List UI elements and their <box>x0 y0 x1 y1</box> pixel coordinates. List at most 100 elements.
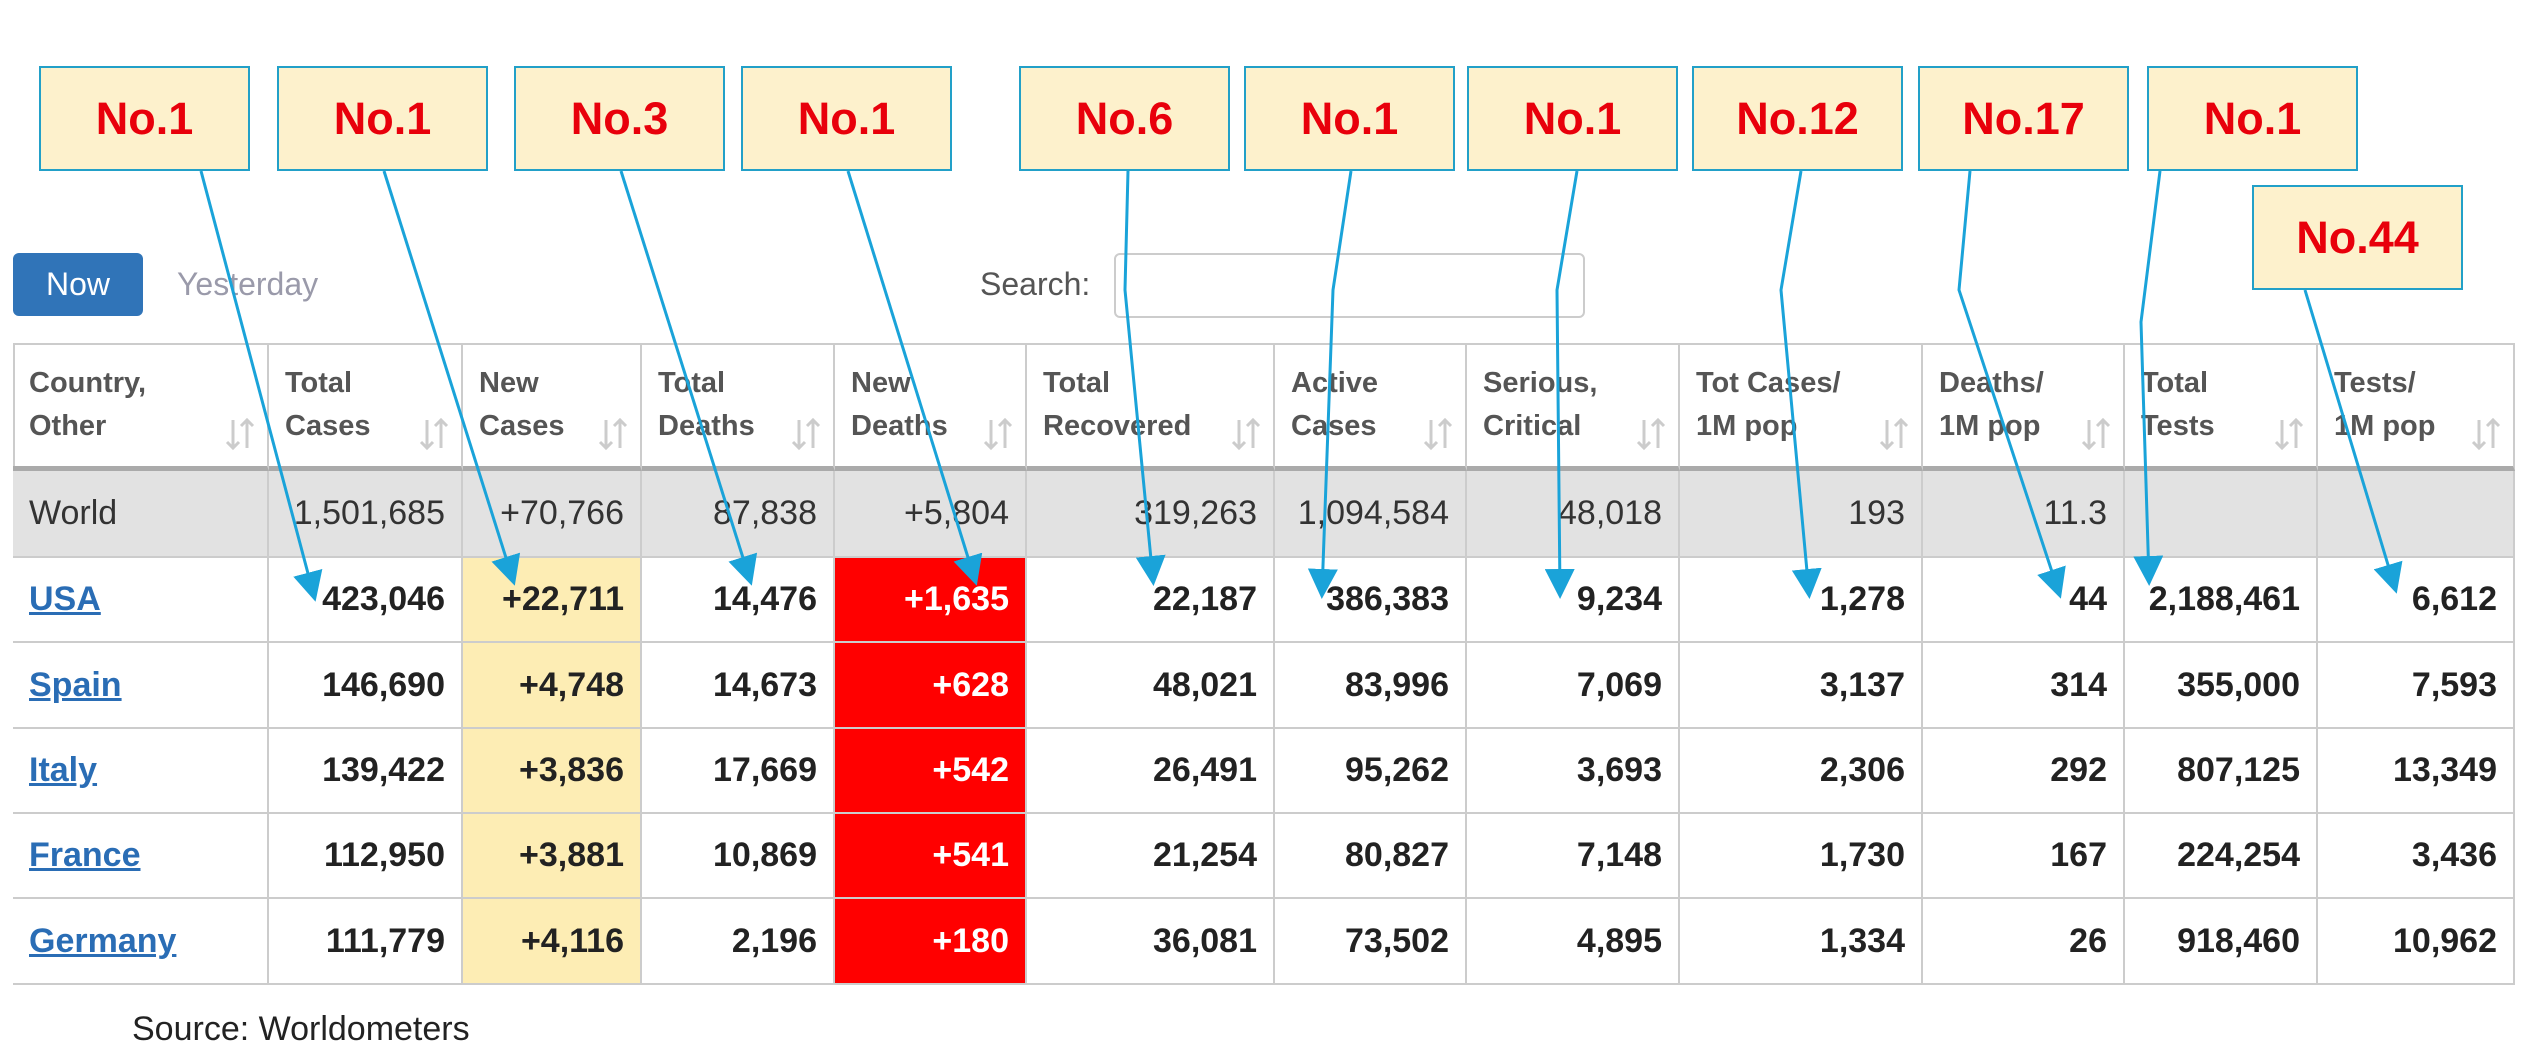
data-cell: 10,962 <box>2318 899 2515 985</box>
header-text: Total Deaths <box>658 362 755 448</box>
header-text: Total Cases <box>285 362 370 448</box>
header-text: Serious, Critical <box>1483 362 1597 448</box>
data-cell: 3,137 <box>1680 643 1923 729</box>
header-text: New Deaths <box>851 362 948 448</box>
header-line: Critical <box>1483 409 1582 442</box>
header-cell[interactable]: Deaths/1M pop <box>1923 343 2125 471</box>
cell-text: 807,125 <box>2177 751 2300 789</box>
country-link[interactable]: Spain <box>29 665 122 704</box>
data-cell: +1,635 <box>835 558 1027 643</box>
cell-text: +628 <box>932 665 1009 704</box>
data-cell: 1,334 <box>1680 899 1923 985</box>
cell-text: 14,673 <box>713 665 817 704</box>
header-line: 1M pop <box>2334 409 2436 442</box>
cell-text: 7,148 <box>1576 836 1662 874</box>
data-cell: 80,827 <box>1275 814 1467 899</box>
sort-icon[interactable] <box>419 416 449 452</box>
callout-arrow <box>2303 289 2403 594</box>
cell-text: 48,021 <box>1153 665 1257 704</box>
header-line: Country, <box>29 366 147 399</box>
cell-text: 36,081 <box>1153 921 1257 960</box>
cell-text: 10,962 <box>2393 921 2497 960</box>
sort-icon[interactable] <box>1231 416 1261 452</box>
header-text: New Cases <box>479 362 564 448</box>
cell-text: +180 <box>932 921 1009 960</box>
header-cell[interactable]: Tests/1M pop <box>2318 343 2515 471</box>
header-cell[interactable]: Total Deaths <box>642 343 835 471</box>
data-cell: +4,116 <box>463 899 642 985</box>
header-cell[interactable]: Total Tests <box>2125 343 2318 471</box>
sort-icon[interactable] <box>983 416 1013 452</box>
country-link[interactable]: Germany <box>29 921 177 960</box>
data-cell: +3,881 <box>463 814 642 899</box>
cell-text: +22,711 <box>502 580 624 618</box>
data-cell: 355,000 <box>2125 643 2318 729</box>
cell-text: 3,436 <box>2411 836 2497 874</box>
header-line: Other <box>29 409 107 442</box>
sort-icon[interactable] <box>598 416 628 452</box>
data-cell: 807,125 <box>2125 729 2318 814</box>
country-link[interactable]: France <box>29 836 141 874</box>
country-cell: Italy <box>13 729 269 814</box>
data-cell: 2,306 <box>1680 729 1923 814</box>
data-cell: 48,021 <box>1027 643 1275 729</box>
cell-text: 3,137 <box>1819 665 1905 704</box>
header-cell[interactable]: New Deaths <box>835 343 1027 471</box>
country-link[interactable]: Italy <box>29 751 98 789</box>
data-cell: +541 <box>835 814 1027 899</box>
header-cell[interactable]: Serious, Critical <box>1467 343 1680 471</box>
cell-text: 7,069 <box>1576 665 1662 704</box>
header-cell[interactable]: Total Recovered <box>1027 343 1275 471</box>
cell-text: 314 <box>2050 665 2107 704</box>
callout: No.17 <box>1918 66 2129 171</box>
cell-text: 11.3 <box>2043 494 2107 532</box>
cell-text: +70,766 <box>500 494 624 532</box>
country-cell: France <box>13 814 269 899</box>
sort-icon[interactable] <box>791 416 821 452</box>
cell-text: 26 <box>2069 921 2107 960</box>
cell-text: 193 <box>1848 494 1905 532</box>
sort-icon[interactable] <box>1879 416 1909 452</box>
cell-text: +541 <box>932 836 1009 874</box>
sort-icon[interactable] <box>2081 416 2111 452</box>
sort-icon[interactable] <box>1636 416 1666 452</box>
header-text: Tot Cases/1M pop <box>1696 362 1841 448</box>
data-cell: 4,895 <box>1467 899 1680 985</box>
tab-yesterday[interactable]: Yesterday <box>177 266 319 302</box>
callout-arrow <box>1307 170 1353 599</box>
data-cell: 26,491 <box>1027 729 1275 814</box>
data-cell: 6,612 <box>2318 558 2515 643</box>
cell-text: 9,234 <box>1576 580 1662 618</box>
header-text: Tests/1M pop <box>2334 362 2436 448</box>
data-cell: 7,593 <box>2318 643 2515 729</box>
sort-icon[interactable] <box>2471 416 2501 452</box>
callout-arrow <box>619 170 758 586</box>
callout-arrow <box>1544 170 1579 599</box>
cell-text: World <box>29 494 118 532</box>
data-cell: +180 <box>835 899 1027 985</box>
cell-text: 111,779 <box>325 921 445 960</box>
header-cell[interactable]: Total Cases <box>269 343 463 471</box>
header-cell[interactable]: Active Cases <box>1275 343 1467 471</box>
header-line: Tests <box>2141 409 2215 442</box>
country-cell: Germany <box>13 899 269 985</box>
header-cell[interactable]: Tot Cases/1M pop <box>1680 343 1923 471</box>
cell-text: 146,690 <box>322 665 445 704</box>
sort-icon[interactable] <box>1423 416 1453 452</box>
country-link[interactable]: USA <box>29 580 101 618</box>
header-cell[interactable]: Country, Other <box>13 343 269 471</box>
data-cell: +3,836 <box>463 729 642 814</box>
header-text: Country, Other <box>29 362 146 448</box>
header-cell[interactable]: New Cases <box>463 343 642 471</box>
sort-icon[interactable] <box>225 416 255 452</box>
cell-text: 22,187 <box>1153 580 1257 618</box>
tab-now[interactable]: Now <box>13 253 143 316</box>
header-line: Recovered <box>1043 409 1192 442</box>
cell-text: 386,383 <box>1326 580 1449 618</box>
search-input[interactable] <box>1114 253 1585 318</box>
data-cell: 314 <box>1923 643 2125 729</box>
header-line: Deaths/ <box>1939 366 2044 399</box>
header-line: Tot Cases/ <box>1696 366 1841 399</box>
cell-text: 7,593 <box>2411 665 2497 704</box>
sort-icon[interactable] <box>2274 416 2304 452</box>
